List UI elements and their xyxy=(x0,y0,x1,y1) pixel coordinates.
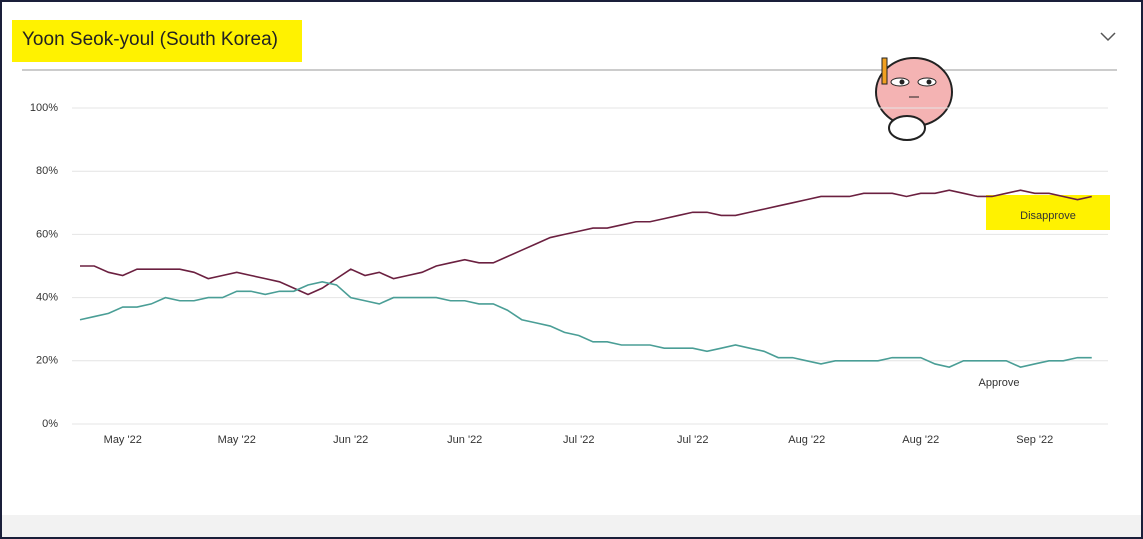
x-tick-label: Aug '22 xyxy=(902,434,939,446)
x-tick-label: Aug '22 xyxy=(788,434,825,446)
footer-strip xyxy=(2,515,1141,537)
series-line xyxy=(80,189,1092,296)
sticker xyxy=(875,57,953,141)
x-tick-label: Jul '22 xyxy=(677,434,708,446)
series-label: Disapprove xyxy=(1020,210,1076,222)
y-tick-label: 40% xyxy=(36,292,58,304)
x-tick-label: May '22 xyxy=(218,434,256,446)
label-highlight xyxy=(986,195,1110,230)
x-tick-label: Sep '22 xyxy=(1016,434,1053,446)
x-tick-label: Jul '22 xyxy=(563,434,594,446)
series-line xyxy=(79,280,1092,368)
x-tick-label: Jun '22 xyxy=(333,434,368,446)
y-tick-label: 80% xyxy=(36,165,58,177)
series-label: Approve xyxy=(979,377,1020,389)
x-tick-label: May '22 xyxy=(104,434,142,446)
chart-title: Yoon Seok-youl (South Korea) xyxy=(22,29,278,50)
x-tick-label: Jun '22 xyxy=(447,434,482,446)
y-tick-label: 0% xyxy=(42,418,58,430)
title-highlight xyxy=(12,20,302,62)
y-tick-label: 20% xyxy=(36,355,58,367)
y-tick-label: 60% xyxy=(36,228,58,240)
y-tick-label: 100% xyxy=(30,102,58,114)
collapse-chevron[interactable] xyxy=(1100,32,1116,42)
